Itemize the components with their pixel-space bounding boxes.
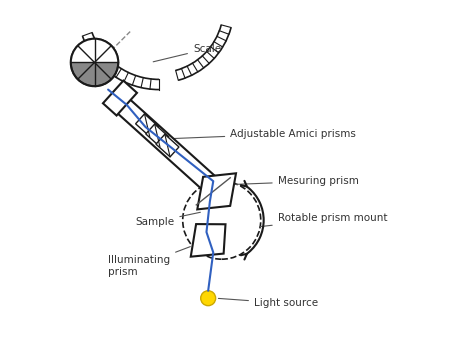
Polygon shape xyxy=(110,93,228,202)
Text: Light source: Light source xyxy=(219,298,318,308)
Polygon shape xyxy=(197,173,236,209)
Polygon shape xyxy=(156,134,179,157)
Polygon shape xyxy=(103,81,137,116)
Text: Scale: Scale xyxy=(153,44,221,62)
Polygon shape xyxy=(146,124,169,147)
Text: Rotable prism mount: Rotable prism mount xyxy=(260,213,387,227)
Circle shape xyxy=(71,39,118,86)
Wedge shape xyxy=(71,39,118,63)
Text: Mesuring prism: Mesuring prism xyxy=(233,176,359,186)
Polygon shape xyxy=(191,224,226,256)
Polygon shape xyxy=(136,114,159,136)
Circle shape xyxy=(201,291,216,306)
Text: Sample: Sample xyxy=(135,212,201,227)
Text: Illuminating
prism: Illuminating prism xyxy=(108,247,190,277)
Text: Adjustable Amici prisms: Adjustable Amici prisms xyxy=(170,129,356,139)
